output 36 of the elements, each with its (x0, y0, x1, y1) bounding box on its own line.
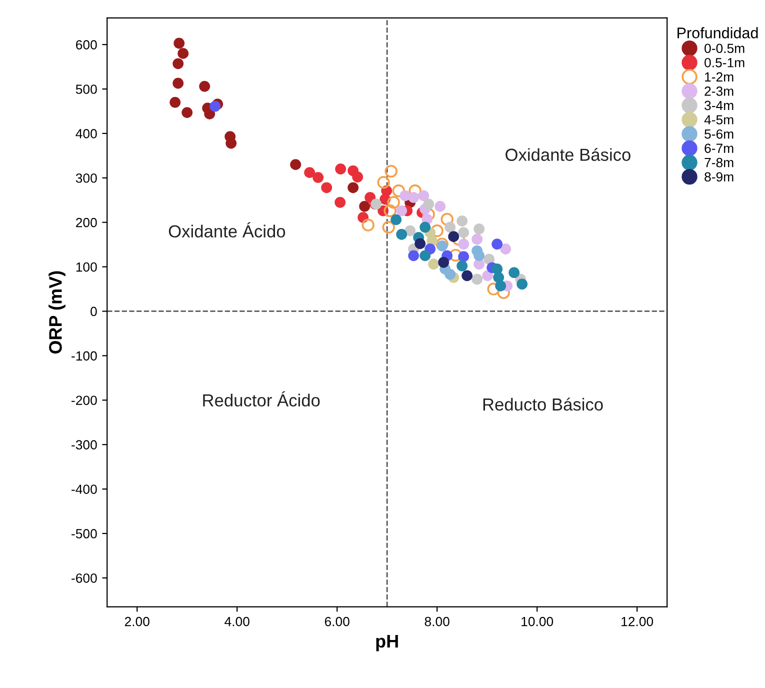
y-tick-label: 600 (76, 40, 97, 50)
legend-label: 5-6m (704, 129, 734, 139)
legend-label: 2-3m (704, 86, 734, 96)
annotation: Oxidante Ácido (168, 222, 286, 238)
x-tick-label: 10.00 (522, 616, 554, 626)
y-tick-label: -400 (72, 484, 97, 494)
y-tick-label: -500 (72, 529, 97, 538)
legend-title: Profundidad (678, 27, 758, 38)
y-tick-label: 500 (76, 84, 97, 94)
legend-label: 7-8m (704, 158, 734, 168)
x-tick-label: 8.00 (424, 616, 450, 626)
x-tick-label: 4.00 (224, 616, 250, 626)
y-tick-label: 200 (76, 218, 97, 228)
annotation: Reductor Ácido (203, 391, 320, 407)
legend-label: 4-5m (704, 115, 734, 124)
x-tick-label: 2.00 (124, 616, 150, 626)
legend-label: 6-7m (704, 144, 734, 153)
y-tick-label: 100 (76, 262, 97, 272)
legend-label: 8-9m (704, 172, 734, 182)
y-tick-label: -100 (72, 351, 97, 361)
legend-label: 3-4m (704, 100, 734, 110)
annotation: Reducto Básico (483, 398, 603, 411)
x-axis-title: pH (376, 635, 398, 652)
y-axis-title: ORP (mV) (48, 271, 66, 354)
y-tick-label: 400 (76, 129, 97, 138)
y-tick-label: 300 (76, 173, 97, 183)
legend-label: 1-2m (705, 72, 734, 82)
y-tick-label: 0 (90, 306, 97, 316)
x-tick-label: 12.00 (622, 616, 654, 626)
annotation: Oxidante Básico (506, 148, 630, 161)
legend-label: 0.5-1m (704, 58, 744, 68)
y-tick-label: -600 (72, 573, 97, 583)
y-tick-label: -200 (72, 396, 97, 406)
x-tick-label: 6.00 (324, 616, 350, 626)
y-tick-label: -300 (72, 440, 97, 450)
legend-label: 0-0.5m (704, 44, 744, 54)
